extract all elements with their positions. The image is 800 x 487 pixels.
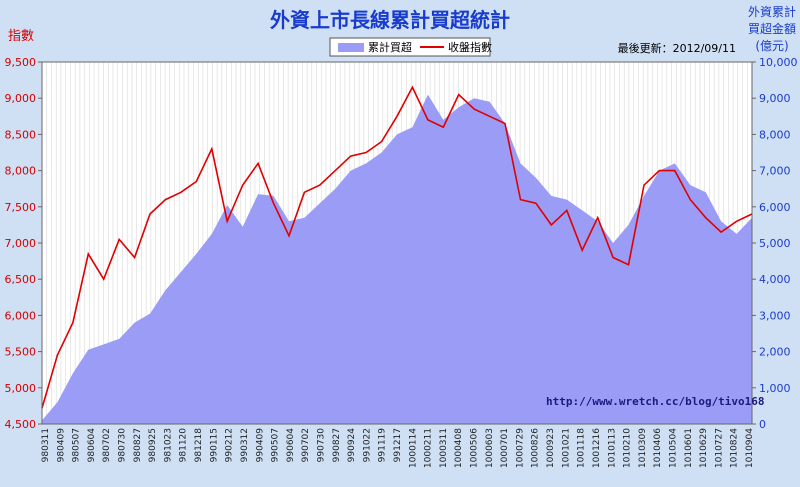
x-tick-label: 1010309 bbox=[638, 428, 648, 468]
legend: 累計買超 收盤指數 bbox=[329, 37, 492, 57]
left-tick-label: 4,500 bbox=[5, 418, 37, 431]
x-tick-label: 1010904 bbox=[745, 428, 755, 468]
left-tick-label: 6,500 bbox=[5, 273, 37, 286]
left-tick-label: 9,000 bbox=[5, 92, 37, 105]
x-tick-label: 990212 bbox=[225, 428, 235, 462]
x-tick-label: 1010406 bbox=[653, 428, 663, 468]
right-axis-label-line-1: 外資累計 bbox=[748, 4, 796, 19]
legend-box bbox=[329, 37, 491, 57]
x-tick-label: 990924 bbox=[347, 428, 357, 463]
legend-swatch-area bbox=[338, 43, 364, 52]
right-tick-label: 4,000 bbox=[759, 273, 791, 286]
x-tick-label: 990409 bbox=[255, 428, 265, 463]
x-tick-label: 990115 bbox=[209, 428, 219, 462]
left-tick-label: 7,500 bbox=[5, 201, 37, 214]
x-tick-label: 980604 bbox=[87, 428, 97, 463]
left-tick-label: 5,000 bbox=[5, 382, 37, 395]
x-tick-label: 1001021 bbox=[561, 428, 571, 468]
right-axis-label-line-3: (億元) bbox=[755, 39, 788, 53]
right-tick-label: 6,000 bbox=[759, 201, 791, 214]
x-tick-label: 981120 bbox=[179, 428, 189, 463]
legend-label-line: 收盤指數 bbox=[448, 40, 492, 54]
x-tick-label: 990702 bbox=[301, 428, 311, 462]
x-tick-label: 1010113 bbox=[607, 428, 617, 468]
left-tick-label: 6,000 bbox=[5, 309, 37, 322]
x-tick-label: 1001118 bbox=[577, 428, 587, 468]
x-tick-label: 990507 bbox=[271, 428, 281, 462]
x-tick-label: 980702 bbox=[102, 428, 112, 462]
x-tick-label: 990312 bbox=[240, 428, 250, 462]
x-tick-label: 981218 bbox=[194, 428, 204, 463]
x-tick-label: 991022 bbox=[362, 428, 372, 462]
x-tick-label: 1000923 bbox=[546, 428, 556, 468]
cumulative-buy-area bbox=[42, 94, 752, 424]
x-tick-label: 1000408 bbox=[454, 428, 464, 468]
x-tick-label: 1000826 bbox=[531, 428, 541, 468]
x-tick-label: 991119 bbox=[378, 428, 388, 463]
watermark-url: http://www.wretch.cc/blog/tivo168 bbox=[546, 395, 765, 408]
right-tick-label: 1,000 bbox=[759, 382, 791, 395]
x-tick-label: 1010727 bbox=[714, 428, 724, 468]
x-tick-label: 1000729 bbox=[515, 428, 525, 468]
left-axis-ticks: 4,500 5,000 5,500 6,000 6,500 7,000 7,500 8,000… bbox=[5, 56, 42, 431]
x-tick-label: 991217 bbox=[393, 428, 403, 462]
legend-label-area: 累計買超 bbox=[368, 40, 412, 54]
x-axis-ticks: 980311 980409 980507 980604 980702 980730 9808… bbox=[41, 428, 755, 468]
x-tick-label: 981023 bbox=[163, 428, 173, 462]
x-tick-label: 1000506 bbox=[470, 428, 480, 468]
left-tick-label: 8,500 bbox=[5, 128, 37, 141]
right-tick-label: 10,000 bbox=[759, 56, 798, 69]
x-tick-label: 1010210 bbox=[623, 428, 633, 468]
x-tick-label: 990604 bbox=[286, 428, 296, 463]
right-axis-ticks: 0 1,000 2,000 3,000 4,000 5,000 6,000 7,000 8,00… bbox=[752, 56, 798, 431]
x-tick-label: 1000701 bbox=[500, 428, 510, 468]
x-tick-label: 980925 bbox=[148, 428, 158, 462]
left-tick-label: 9,500 bbox=[5, 56, 37, 69]
x-tick-label: 1000311 bbox=[439, 428, 449, 468]
index-line bbox=[41, 85, 753, 409]
right-tick-label: 7,000 bbox=[759, 165, 791, 178]
update-text: 最後更新：2012/09/11 bbox=[618, 41, 736, 55]
x-tick-label: 1000114 bbox=[408, 428, 418, 468]
x-tick-label: 1001216 bbox=[592, 428, 602, 468]
x-tick-label: 1010824 bbox=[730, 428, 740, 468]
right-tick-label: 3,000 bbox=[759, 309, 791, 322]
left-tick-label: 7,000 bbox=[5, 237, 37, 250]
x-tick-label: 990730 bbox=[317, 428, 327, 463]
x-tick-label: 980311 bbox=[41, 428, 51, 462]
x-tick-label: 980730 bbox=[118, 428, 128, 463]
right-axis-label-line-2: 買超金額 bbox=[748, 21, 796, 36]
right-tick-label: 2,000 bbox=[759, 346, 791, 359]
x-tick-label: 980409 bbox=[56, 428, 66, 463]
right-tick-label: 5,000 bbox=[759, 237, 791, 250]
right-tick-label: 8,000 bbox=[759, 128, 791, 141]
x-tick-label: 980507 bbox=[72, 428, 82, 462]
right-tick-label: 0 bbox=[759, 418, 766, 431]
x-tick-label: 1000211 bbox=[424, 428, 434, 468]
left-tick-label: 5,500 bbox=[5, 346, 37, 359]
x-tick-label: 1010629 bbox=[699, 428, 709, 468]
chart-title: 外資上市長線累計買超統計 bbox=[270, 8, 510, 32]
x-tick-label: 990827 bbox=[332, 428, 342, 462]
x-tick-label: 980827 bbox=[133, 428, 143, 462]
x-tick-label: 1010504 bbox=[669, 428, 679, 468]
x-tick-label: 1010601 bbox=[684, 428, 694, 468]
x-tick-label: 1000603 bbox=[485, 428, 495, 468]
right-tick-label: 9,000 bbox=[759, 92, 791, 105]
left-tick-label: 8,000 bbox=[5, 165, 37, 178]
left-axis-label: 指數 bbox=[8, 29, 34, 44]
